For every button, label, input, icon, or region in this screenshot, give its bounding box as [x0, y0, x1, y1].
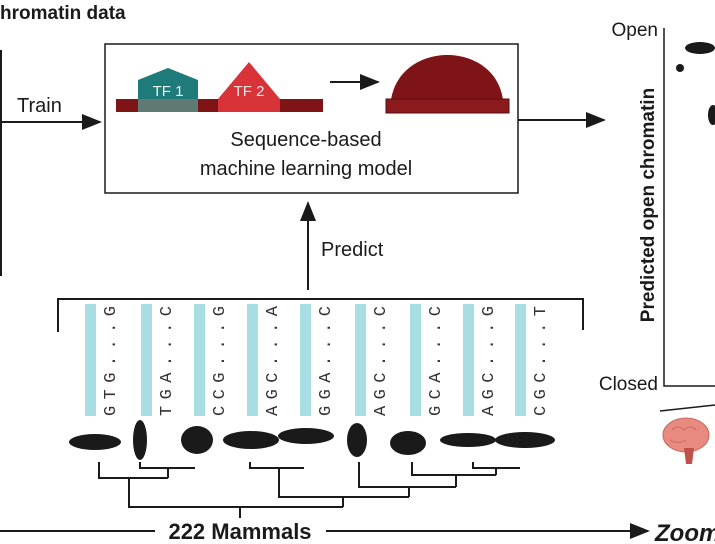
section-title: hromatin data [0, 3, 126, 24]
sequence-highlight [247, 304, 258, 416]
plot-axes [663, 28, 715, 387]
sequence-highlight [463, 304, 474, 416]
flying-bat-icon [278, 428, 334, 444]
sequence-highlight [300, 304, 311, 416]
zoom-guide-line [659, 404, 715, 412]
brain-icon [662, 417, 710, 464]
sequence-highlight [141, 304, 152, 416]
train-label: Train [17, 95, 62, 117]
sequence-bracket [57, 298, 584, 332]
sequence-highlight [515, 304, 526, 416]
mole-rat-icon [685, 42, 715, 54]
y-top-label: Open [612, 20, 658, 41]
y-axis-label: Predicted open chromatin [638, 88, 659, 322]
model-label-2: machine learning model [200, 158, 412, 180]
sequence-text: CCG...G [211, 306, 230, 416]
tf2-label: TF 2 [234, 83, 265, 100]
human-icon [133, 420, 147, 460]
sequence-highlight [410, 304, 421, 416]
goat-icon [390, 431, 426, 455]
predict-label: Predict [321, 239, 384, 261]
animal-silhouettes [69, 420, 555, 460]
y-bottom-label: Closed [599, 374, 658, 395]
whale-icon [495, 432, 555, 448]
sequence-text: CGC...T [532, 306, 551, 416]
sequence-text: AGC...C [372, 306, 391, 416]
zoom-label: Zoom [654, 520, 715, 544]
model-box: TF 1 TF 2 Sequence-based machine learnin… [104, 43, 519, 194]
dolphin-icon [440, 433, 496, 447]
cat-icon [347, 423, 367, 457]
sequence-text: GCA...C [427, 306, 446, 416]
gorilla-icon [181, 426, 213, 454]
output-dna-bar [385, 98, 510, 114]
sequence-text: AGC...G [480, 306, 499, 416]
tf2-shape [218, 62, 280, 99]
prediction-plot: Open Closed Predicted open chromatin [599, 20, 715, 464]
sequence-text: TGA...C [158, 306, 177, 416]
phylogenetic-tree [98, 462, 520, 518]
sequence-highlight [355, 304, 366, 416]
sequence-text: GTG...G [102, 306, 121, 416]
tf1-shape [138, 68, 198, 99]
model-label-1: Sequence-based [230, 129, 381, 151]
mole-rat-icon [69, 434, 121, 450]
sequence-text: GGA...C [317, 306, 336, 416]
sequence-highlight [85, 304, 96, 416]
sequence-alignment: GTG...G TGA...C CCG...G AGC...A GGA...C AGC..… [85, 304, 551, 416]
tf1-label: TF 1 [153, 83, 184, 100]
open-chromatin-peak [391, 55, 503, 100]
sequence-highlight [194, 304, 205, 416]
human-icon [708, 105, 715, 125]
mammals-label: 222 Mammals [168, 519, 311, 544]
data-point [676, 64, 684, 72]
bat-icon [223, 431, 279, 449]
sequence-text: AGC...A [264, 305, 283, 416]
